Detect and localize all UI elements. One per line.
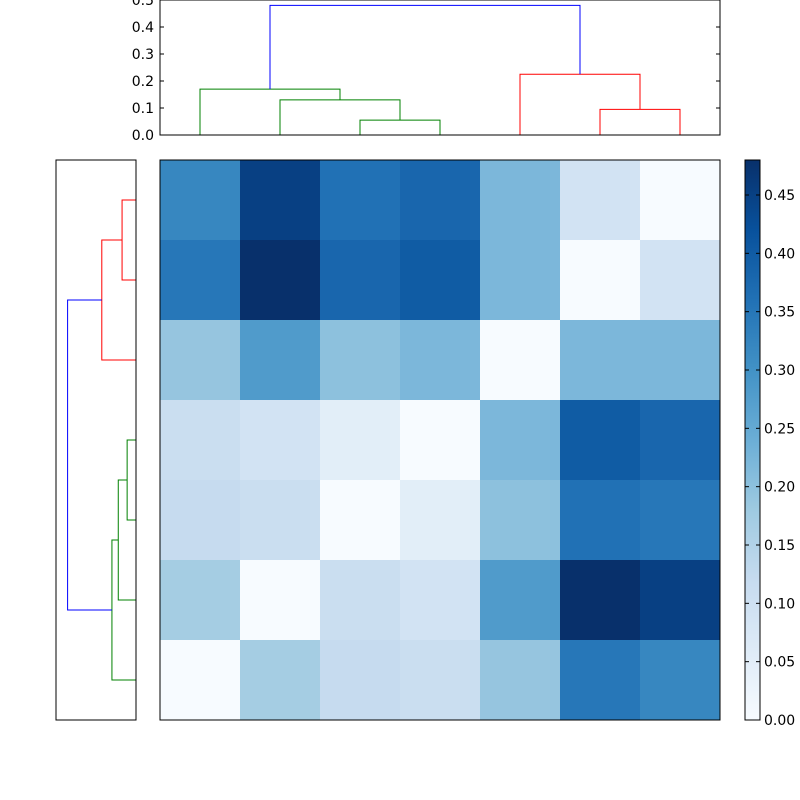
left-dendrogram-link [121, 199, 136, 281]
heatmap-cell [240, 160, 321, 241]
left-dendrogram-link [117, 479, 136, 601]
heatmap-cell [560, 400, 641, 481]
heatmap-cell [160, 400, 241, 481]
top-dendrogram-y-axis: 0.0 0.1 0.2 0.3 0.4 0.5 [132, 0, 720, 144]
heatmap-cell [320, 480, 401, 561]
heatmap-cell [320, 400, 401, 481]
top-y-tick-label: 0.4 [132, 20, 154, 36]
top-dendrogram-link [359, 119, 441, 135]
top-y-tick-label: 0.3 [132, 47, 154, 63]
heatmap-cell [480, 160, 561, 241]
top-dendrogram-frame [159, 0, 721, 136]
top-dendrogram-link [519, 73, 641, 135]
left-dendrogram-link [126, 439, 136, 521]
heatmap-cell [240, 400, 321, 481]
heatmap-cell [560, 240, 641, 321]
colorbar-tick-label: 0.10 [764, 596, 795, 612]
heatmap-cell [640, 240, 721, 321]
top-dendrogram-link [269, 4, 581, 90]
heatmap-cell [160, 160, 241, 241]
heatmap-cell [560, 640, 641, 721]
heatmap-cell [320, 160, 401, 241]
heatmap-cell [400, 400, 481, 481]
heatmap-cell [400, 240, 481, 321]
heatmap-cell [240, 480, 321, 561]
heatmap-cell [400, 640, 481, 721]
heatmap-cell [160, 640, 241, 721]
heatmap-cell [480, 240, 561, 321]
colorbar-tick-label: 0.35 [764, 305, 795, 321]
heatmap-cell [640, 480, 721, 561]
colorbar [744, 159, 761, 721]
left-dendrogram-link [111, 539, 136, 681]
colorbar-tick-label: 0.40 [764, 246, 795, 262]
heatmap-cell [640, 400, 721, 481]
heatmap-cell [320, 240, 401, 321]
top-dendrogram [199, 4, 681, 135]
heatmap-cell [640, 320, 721, 401]
top-y-tick-label: 0.0 [132, 128, 154, 144]
heatmap-cell [400, 480, 481, 561]
heatmap-cell [240, 240, 321, 321]
colorbar-tick-label: 0.05 [764, 655, 795, 671]
heatmap-cell [400, 320, 481, 401]
colorbar-tick-label: 0.00 [764, 713, 795, 729]
heatmap-cell [160, 240, 241, 321]
heatmap-cell [560, 480, 641, 561]
heatmap-cell [240, 320, 321, 401]
heatmap-cell [160, 560, 241, 641]
heatmap-cell [480, 480, 561, 561]
heatmap-cell [640, 160, 721, 241]
colorbar-tick-label: 0.15 [764, 538, 795, 554]
heatmap-cells [160, 160, 721, 721]
heatmap-cell [320, 640, 401, 721]
colorbar-tick-label: 0.20 [764, 480, 795, 496]
top-y-tick-label: 0.1 [132, 101, 154, 117]
left-dendrogram-link [67, 299, 112, 611]
heatmap-cell [400, 160, 481, 241]
heatmap-cell [560, 560, 641, 641]
top-y-tick-label: 0.5 [132, 0, 154, 9]
heatmap-cell [320, 560, 401, 641]
heatmap-cell [560, 160, 641, 241]
heatmap-cell [640, 560, 721, 641]
heatmap-cell [480, 640, 561, 721]
heatmap-cell [640, 640, 721, 721]
heatmap-cell [480, 320, 561, 401]
heatmap-cell [160, 480, 241, 561]
colorbar-axis: 0.00 0.05 0.10 0.15 0.20 0.25 0.30 0.35 0.40 0.45 [745, 188, 795, 729]
left-dendrogram-frame [55, 159, 137, 721]
heatmap-cell [240, 640, 321, 721]
heatmap-cell [240, 560, 321, 641]
heatmap-cell [480, 560, 561, 641]
heatmap-cell [560, 320, 641, 401]
top-y-tick-label: 0.2 [132, 74, 154, 90]
top-dendrogram-link [199, 88, 341, 135]
colorbar-tick-label: 0.30 [764, 363, 795, 379]
heatmap-cell [400, 560, 481, 641]
heatmap-frame [159, 159, 721, 721]
left-dendrogram-link [101, 239, 136, 361]
colorbar-tick-label: 0.25 [764, 421, 795, 437]
top-dendrogram-link [279, 99, 401, 135]
colorbar-tick-label: 0.45 [764, 188, 795, 204]
heatmap-cell [160, 320, 241, 401]
heatmap-cell [320, 320, 401, 401]
top-dendrogram-link [599, 108, 681, 135]
heatmap-cell [480, 400, 561, 481]
left-dendrogram [67, 199, 136, 681]
